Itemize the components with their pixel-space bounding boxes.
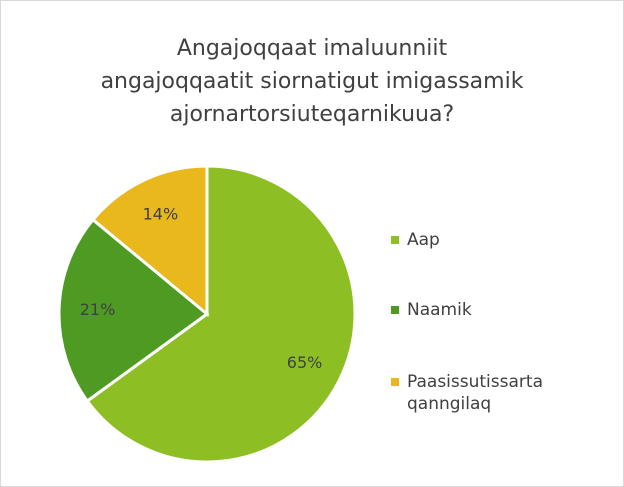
legend-label: Naamik <box>407 300 472 320</box>
legend-swatch <box>391 306 399 314</box>
legend-swatch <box>391 378 399 386</box>
data-label: 21% <box>80 300 116 319</box>
chart-title: angajoqqaatit siornatigut imigassamik <box>101 69 524 94</box>
legend-swatch <box>391 236 399 244</box>
legend-label: Aap <box>407 230 440 250</box>
pie-slice <box>90 164 209 318</box>
legend-item: Aap <box>391 229 591 251</box>
chart-title: ajornartorsiuteqarnikuua? <box>170 102 454 127</box>
pie-slice <box>57 217 210 404</box>
data-label: 65% <box>287 353 323 372</box>
legend-label: Paasissutissarta qanngilaq <box>407 372 543 414</box>
pie-slice <box>85 164 357 464</box>
legend-item: Naamik <box>391 299 591 321</box>
chart-title: Angajoqqaat imaluunniit <box>177 36 448 61</box>
data-label: 14% <box>143 204 179 223</box>
legend-item: Paasissutissarta qanngilaq <box>391 371 591 415</box>
